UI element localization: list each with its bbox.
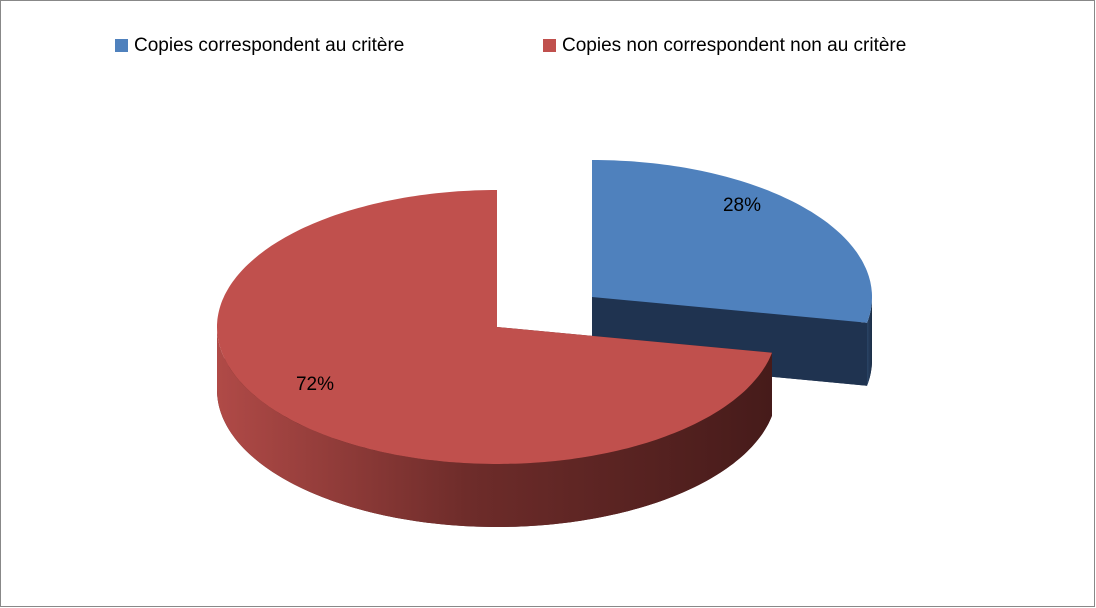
slice-wall	[217, 327, 772, 527]
legend-swatch	[115, 39, 128, 52]
legend-label: Copies correspondent au critère	[134, 35, 404, 56]
data-label: 28%	[723, 195, 761, 216]
legend-swatch	[543, 39, 556, 52]
slice	[592, 160, 872, 323]
data-label: 72%	[296, 374, 334, 395]
slice	[217, 190, 772, 464]
legend-label: Copies non correspondent non au critère	[562, 35, 906, 56]
slice-wall	[867, 297, 872, 386]
